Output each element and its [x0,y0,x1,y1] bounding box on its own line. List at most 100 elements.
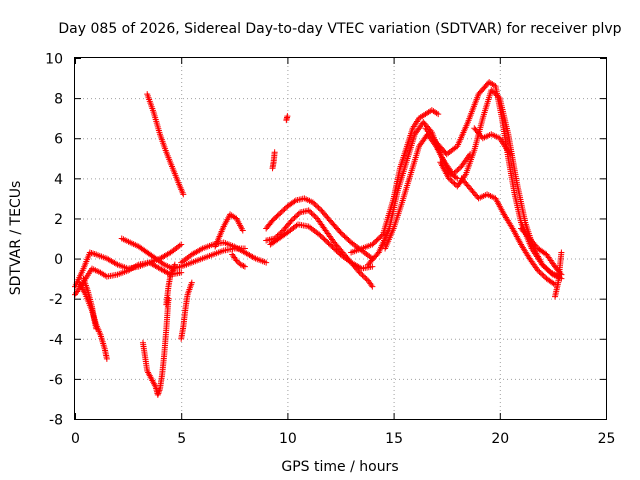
data-point [493,92,500,99]
data-point [168,268,175,275]
series-track-23 [458,175,559,288]
data-point [277,210,284,217]
data-point [288,217,295,224]
data-point [237,261,244,268]
data-point [537,270,544,277]
data-point [93,325,100,332]
data-point [320,235,327,242]
data-point [312,202,319,209]
data-point [550,280,557,287]
data-point [291,214,298,221]
series-track-7 [163,261,178,308]
data-point [315,204,322,211]
data-point [328,242,335,249]
data-point [558,249,565,256]
data-point [275,211,282,218]
y-tick-label: -4 [49,332,63,348]
chart-title: Day 085 of 2026, Sidereal Day-to-day VTE… [58,21,621,37]
data-point [340,231,347,238]
y-tick-label: 4 [54,172,63,188]
data-point [375,235,382,242]
data-point [359,272,366,279]
data-point [311,200,318,207]
series-track-22 [437,87,563,280]
x-tick-label: 20 [491,431,509,447]
data-point [336,228,343,235]
series-track-2 [72,241,185,290]
y-tick-labels: -8 -6 -4 -2 0 2 4 6 8 10 [45,52,63,429]
data-point [322,237,329,244]
series-track-10 [178,239,270,266]
data-point [488,87,495,94]
series-track-8 [178,279,195,342]
data-point [233,257,240,264]
data-point [450,179,457,186]
data-point [360,273,367,280]
x-tick-labels: 0 5 10 15 20 25 [71,431,615,447]
plot-frame [74,57,607,420]
data-point [507,151,514,158]
data-point [338,230,345,237]
y-tick-label: 2 [54,212,63,228]
data-point [536,268,543,275]
data-point [263,259,270,266]
data-point [168,270,175,277]
data-point [324,239,331,246]
data-point [305,207,312,214]
series-track-15 [267,221,376,272]
data-point [540,262,547,269]
data-point [241,263,248,270]
series-track-4 [80,275,100,332]
data-point [454,167,461,174]
data-point [447,176,454,183]
data-point [278,208,285,215]
data-point [271,149,278,156]
data-point [535,267,542,274]
y-tick-label: 6 [54,132,63,148]
data-point [455,165,462,172]
series-track-25 [518,225,565,278]
data-point [369,241,376,248]
series-track-9 [118,235,248,272]
data-points [72,79,565,398]
data-point [377,233,384,240]
data-point [332,246,339,253]
data-point [540,272,547,279]
data-point [539,261,546,268]
data-point [325,240,332,247]
data-point [294,212,301,219]
data-point [309,199,316,206]
x-axis-title: GPS time / hours [281,459,398,475]
data-point [284,113,291,120]
data-point [316,206,323,213]
data-point [489,88,496,95]
data-point [492,91,499,98]
data-point [495,93,502,100]
x-tick-label: 10 [279,431,297,447]
data-point [281,206,288,213]
data-point [373,237,380,244]
x-tick-label: 0 [71,431,80,447]
data-point [290,216,297,223]
data-point [543,265,550,272]
data-point [295,210,302,217]
data-point [274,212,281,219]
y-tick-label: -6 [49,372,63,388]
series-track-26 [552,249,565,300]
data-point [374,236,381,243]
x-tick-label: 15 [385,431,403,447]
data-point [341,233,348,240]
data-point [337,229,344,236]
data-point [291,198,298,205]
data-point [452,168,459,175]
data-point [345,237,352,244]
data-point [491,89,498,96]
data-point [539,271,546,278]
series-track-16 [269,149,278,172]
data-point [292,213,299,220]
data-point [435,111,442,118]
series-track-12 [229,251,248,270]
data-point [374,250,381,257]
data-point [234,258,241,265]
